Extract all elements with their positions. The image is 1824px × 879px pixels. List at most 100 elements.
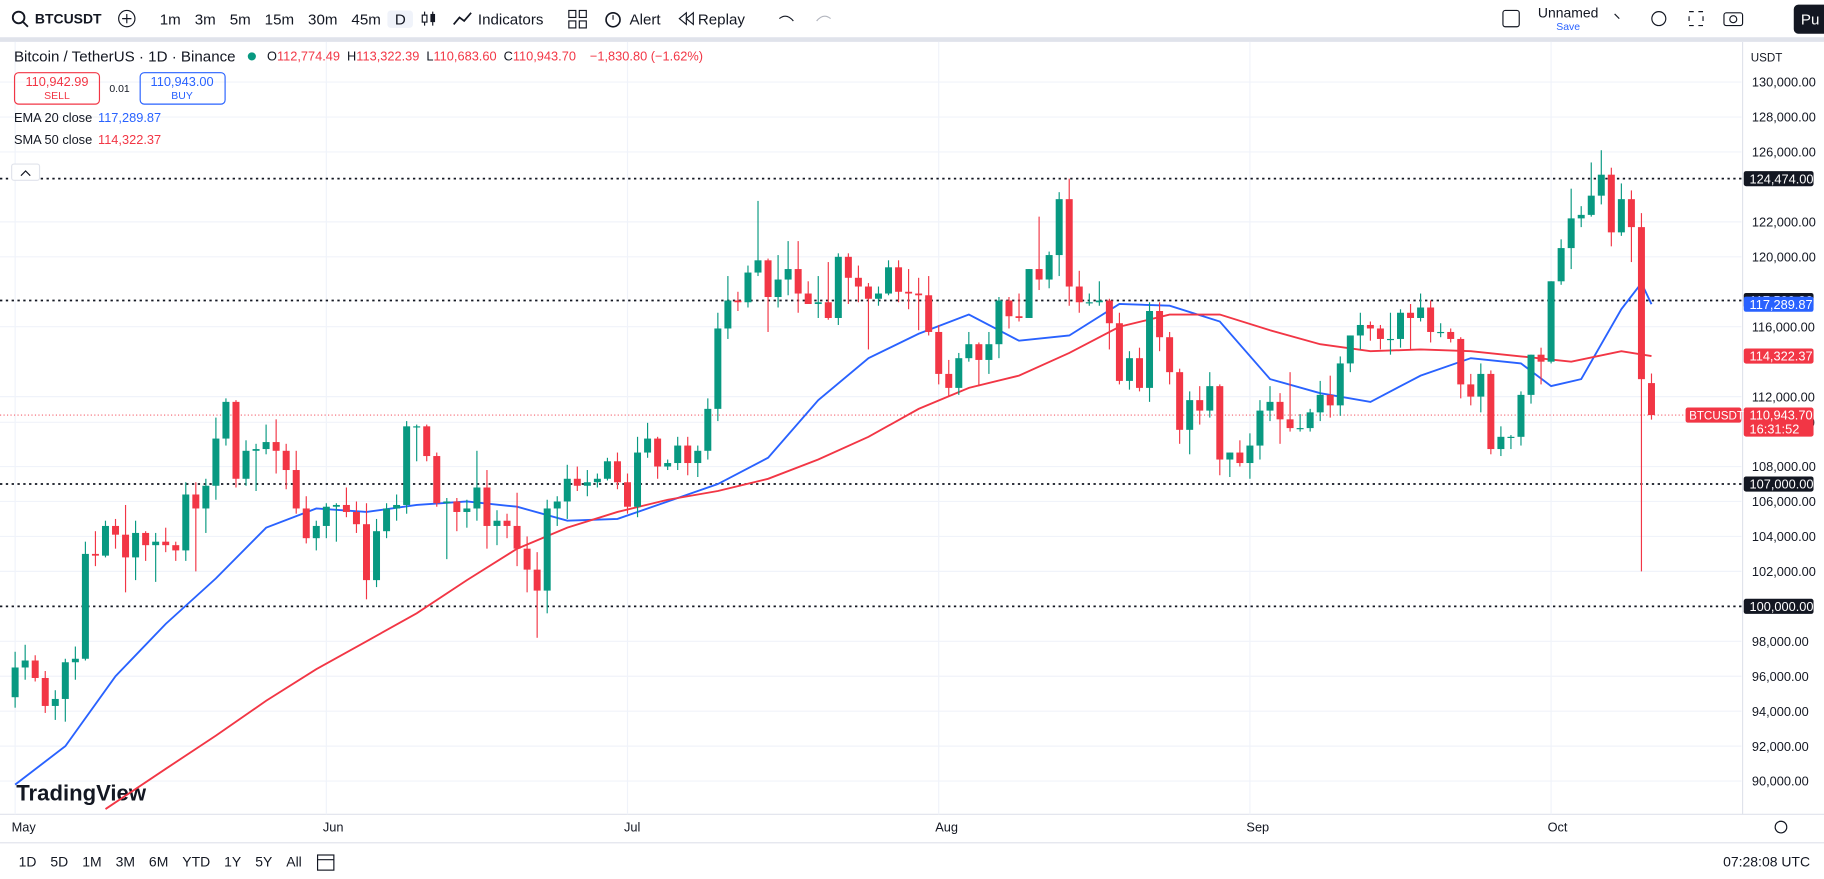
ohlc-key: H: [347, 49, 357, 64]
candle-body: [152, 541, 160, 546]
candle-body: [624, 482, 631, 507]
candle-body: [834, 256, 842, 318]
date-range-icon[interactable]: [309, 850, 344, 873]
interval[interactable]: 15m: [264, 9, 295, 28]
candle-body: [935, 331, 943, 374]
candle-body: [513, 525, 521, 549]
candle-body: [734, 300, 742, 303]
candle-body: [915, 293, 923, 296]
candle-body: [905, 291, 913, 294]
candle-body: [1417, 307, 1425, 318]
range-button[interactable]: YTD: [182, 853, 211, 870]
candle-body: [403, 426, 411, 505]
interval[interactable]: 1m: [159, 9, 181, 28]
top-toolbar: BTCUSDT 1m 3m 5m 15m 30m 45m D Indicators Aler…: [0, 0, 1824, 42]
price-tag-label: 110,943.70: [1750, 408, 1813, 423]
buy-button[interactable]: 110,943.00 BUY: [139, 72, 226, 105]
interval[interactable]: 5m: [229, 9, 251, 28]
candle-body: [1236, 452, 1244, 464]
candle-body: [1166, 337, 1174, 373]
legend-row: Bitcoin / TetherUS · 1D · Binance O112,7…: [14, 48, 703, 65]
candle-body: [262, 442, 270, 450]
layout-title: Unnamed: [1537, 4, 1599, 21]
interval[interactable]: 45m: [351, 9, 381, 28]
candle-body: [352, 511, 360, 525]
y-tick-label: 104,000.00: [1752, 529, 1816, 544]
currency[interactable]: USDT: [1751, 52, 1783, 65]
range-button[interactable]: 3M: [115, 853, 135, 870]
sell-button[interactable]: 110,942.99 SELL: [13, 72, 101, 105]
candle-body: [784, 269, 792, 280]
layout-icon[interactable]: [1498, 7, 1528, 30]
candle-body: [1085, 302, 1093, 304]
bottom-bar: 1D 5D 1M 3M 6M YTD 1Y 5Y All 07:28:08 UTC: [0, 842, 1824, 879]
indicator-value: 114,322.37: [98, 133, 162, 148]
price-tag-label: 107,000.00: [1750, 477, 1814, 492]
interval[interactable]: 30m: [308, 9, 338, 28]
candle-body: [71, 658, 79, 663]
undo-redo[interactable]: [771, 7, 841, 30]
candle-body: [1065, 199, 1073, 287]
candle-body: [985, 344, 993, 360]
indicator-name: EMA 20 close: [13, 111, 93, 126]
range-button[interactable]: 1D: [18, 853, 37, 870]
candle-body: [373, 531, 381, 581]
interval[interactable]: D: [387, 9, 413, 28]
candle-body: [172, 545, 180, 551]
chart-type[interactable]: [413, 7, 448, 30]
candle-body: [523, 548, 531, 570]
candle-body: [794, 269, 802, 294]
candle-body: [724, 300, 732, 329]
replay-button[interactable]: Replay: [697, 9, 745, 28]
candle-body: [1537, 354, 1545, 362]
y-tick-label: 128,000.00: [1752, 110, 1816, 125]
publish-button[interactable]: Pu: [1793, 4, 1824, 34]
candle-body: [383, 508, 391, 532]
candle-body: [182, 494, 190, 551]
symbol[interactable]: BTCUSDT: [34, 10, 102, 27]
candle-body: [11, 667, 19, 698]
templates-icon[interactable]: [564, 7, 599, 30]
replay-icon[interactable]: [675, 7, 698, 30]
candle-body: [1647, 383, 1655, 416]
candle-body: [1276, 401, 1284, 420]
candle-body: [112, 525, 120, 535]
alert-button[interactable]: Alert: [629, 9, 661, 28]
candle-body: [754, 260, 762, 273]
y-tick-label: 126,000.00: [1752, 145, 1816, 160]
y-tick-label: 90,000.00: [1752, 774, 1809, 789]
x-tick-label: May: [12, 820, 37, 835]
candle-body: [613, 461, 621, 483]
candle-body: [1216, 386, 1224, 460]
indicators-icon[interactable]: [448, 7, 478, 30]
price-tag-label: 114,322.37: [1750, 349, 1813, 364]
candle-body: [1587, 195, 1595, 215]
ohlc-key: C: [503, 49, 513, 64]
candle-body: [1607, 174, 1615, 233]
collapse-button: [11, 163, 41, 181]
range-button[interactable]: 5D: [50, 853, 69, 870]
add-symbol[interactable]: [116, 7, 144, 30]
candle-body: [664, 463, 672, 467]
alert-icon[interactable]: [599, 7, 629, 30]
range-button[interactable]: All: [286, 853, 302, 870]
candle-body: [804, 293, 812, 305]
candle-body: [1105, 300, 1113, 324]
candle-body: [1186, 400, 1194, 430]
save-label[interactable]: Save: [1556, 20, 1581, 33]
range-button[interactable]: 6M: [148, 853, 169, 870]
candle-body: [483, 487, 491, 526]
range-button[interactable]: 5Y: [255, 853, 273, 870]
interval[interactable]: 3m: [194, 9, 216, 28]
layout-name[interactable]: Unnamed Save: [1538, 5, 1599, 33]
range-button[interactable]: 1M: [82, 853, 102, 870]
price-tag: [1743, 598, 1814, 614]
indicators-button[interactable]: Indicators: [477, 9, 544, 28]
range-button[interactable]: 1Y: [224, 853, 242, 870]
candle-body: [232, 401, 240, 479]
candle-body: [593, 478, 601, 483]
candle-body: [1296, 428, 1304, 430]
candle-body: [1376, 328, 1384, 339]
candle-body: [654, 438, 662, 467]
candle-body: [1156, 310, 1164, 338]
